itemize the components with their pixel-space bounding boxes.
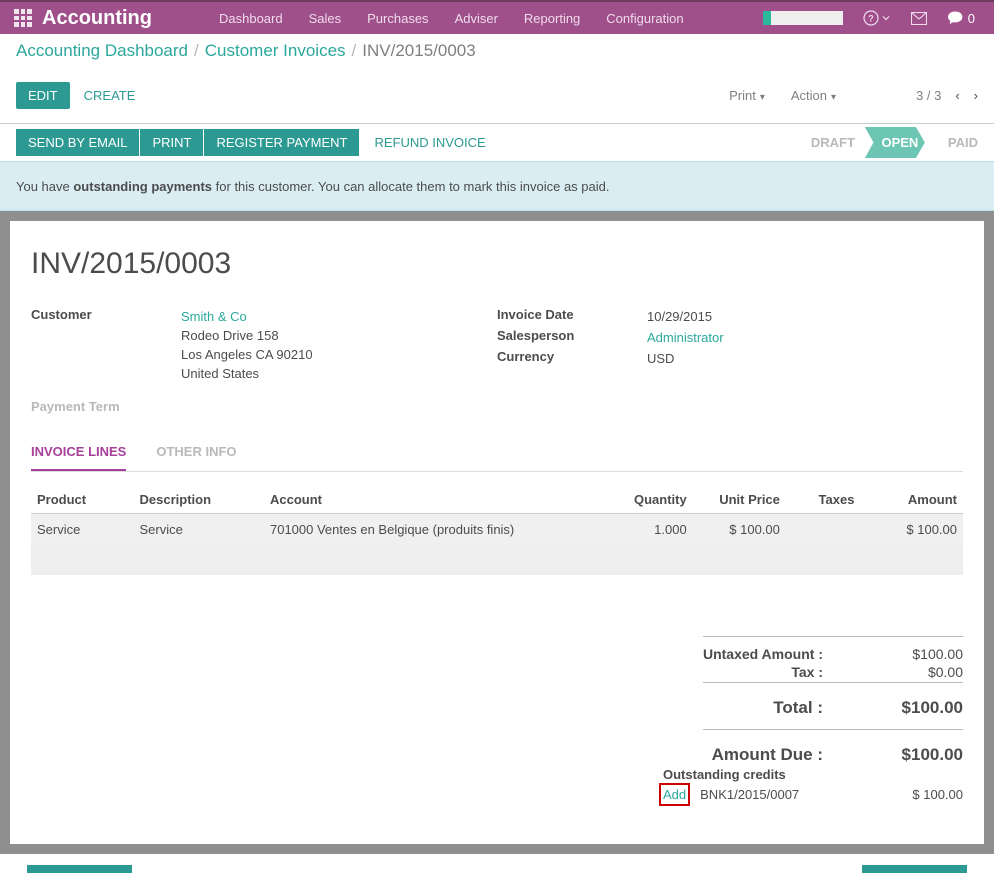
svg-text:?: ? — [868, 14, 874, 24]
